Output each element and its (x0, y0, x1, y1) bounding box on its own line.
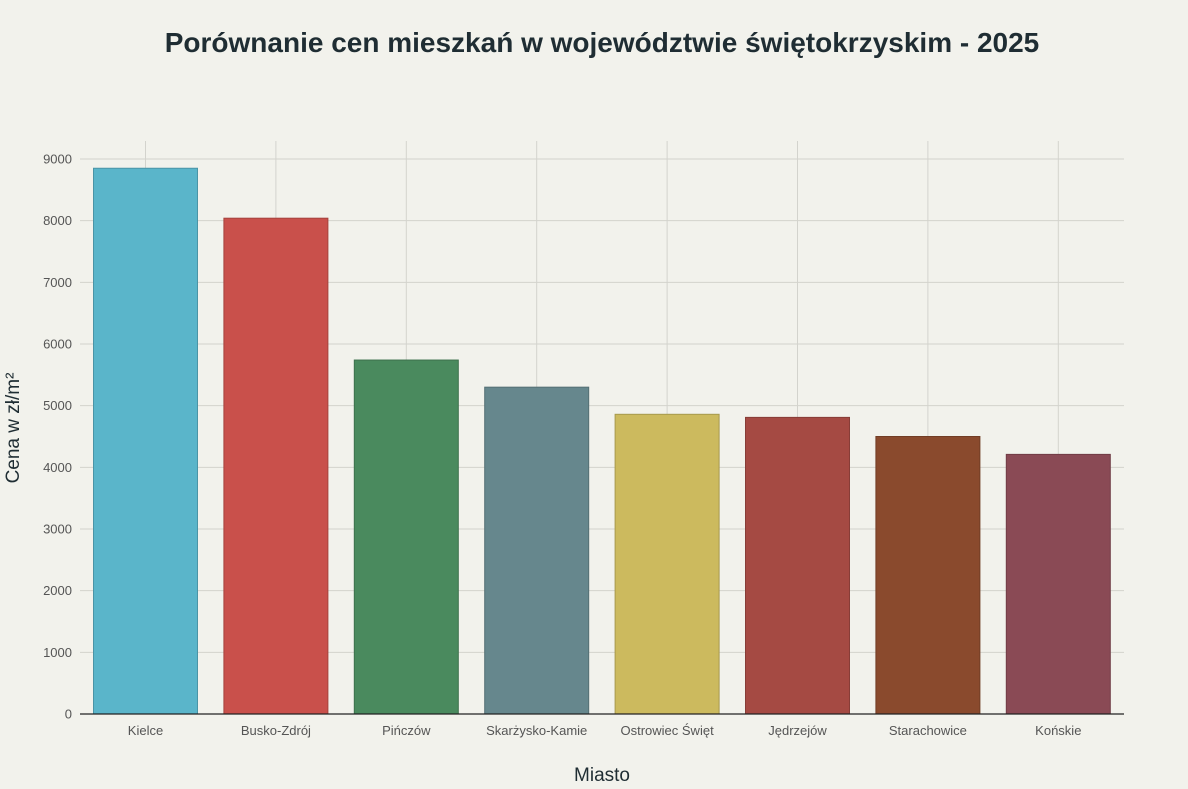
x-axis-ticks: Kielce Busko-Zdrój Pińczów Skarżysko-Kamie O… (128, 723, 1082, 738)
x-tick-label: Kielce (128, 723, 163, 738)
y-tick-label: 6000 (43, 337, 72, 352)
y-axis-title: Cena w zł/m² (3, 373, 24, 484)
y-tick-label: 4000 (43, 460, 72, 475)
y-axis-ticks: 0 1000 2000 3000 4000 5000 6000 7000 8000 9000 (43, 152, 72, 722)
bar[interactable] (745, 416, 850, 715)
y-tick-label: 7000 (43, 275, 72, 290)
x-tick-label: Skarżysko-Kamie (486, 723, 587, 738)
bar[interactable] (1005, 453, 1111, 715)
bar[interactable] (614, 413, 720, 715)
x-tick-label: Busko-Zdrój (241, 723, 311, 738)
y-tick-label: 9000 (43, 152, 72, 167)
y-tick-label: 2000 (43, 583, 72, 598)
bar[interactable] (875, 436, 981, 715)
bar[interactable] (353, 359, 459, 715)
bar[interactable] (93, 167, 198, 715)
y-tick-label: 3000 (43, 522, 72, 537)
bar[interactable] (223, 217, 329, 715)
x-tick-label: Pińczów (382, 723, 431, 738)
y-tick-label: 5000 (43, 398, 72, 413)
x-tick-label: Starachowice (889, 723, 967, 738)
x-tick-label: Jędrzejów (768, 723, 827, 738)
y-tick-label: 0 (65, 707, 72, 722)
bar[interactable] (484, 386, 590, 715)
x-axis-title: Miasto (574, 765, 630, 786)
x-tick-label: Ostrowiec Święt (620, 723, 714, 738)
bars-layer (93, 167, 1111, 715)
y-tick-label: 1000 (43, 645, 72, 660)
y-tick-label: 8000 (43, 213, 72, 228)
x-tick-label: Końskie (1035, 723, 1081, 738)
chart-title: Porównanie cen mieszkań w województwie ś… (165, 27, 1040, 58)
